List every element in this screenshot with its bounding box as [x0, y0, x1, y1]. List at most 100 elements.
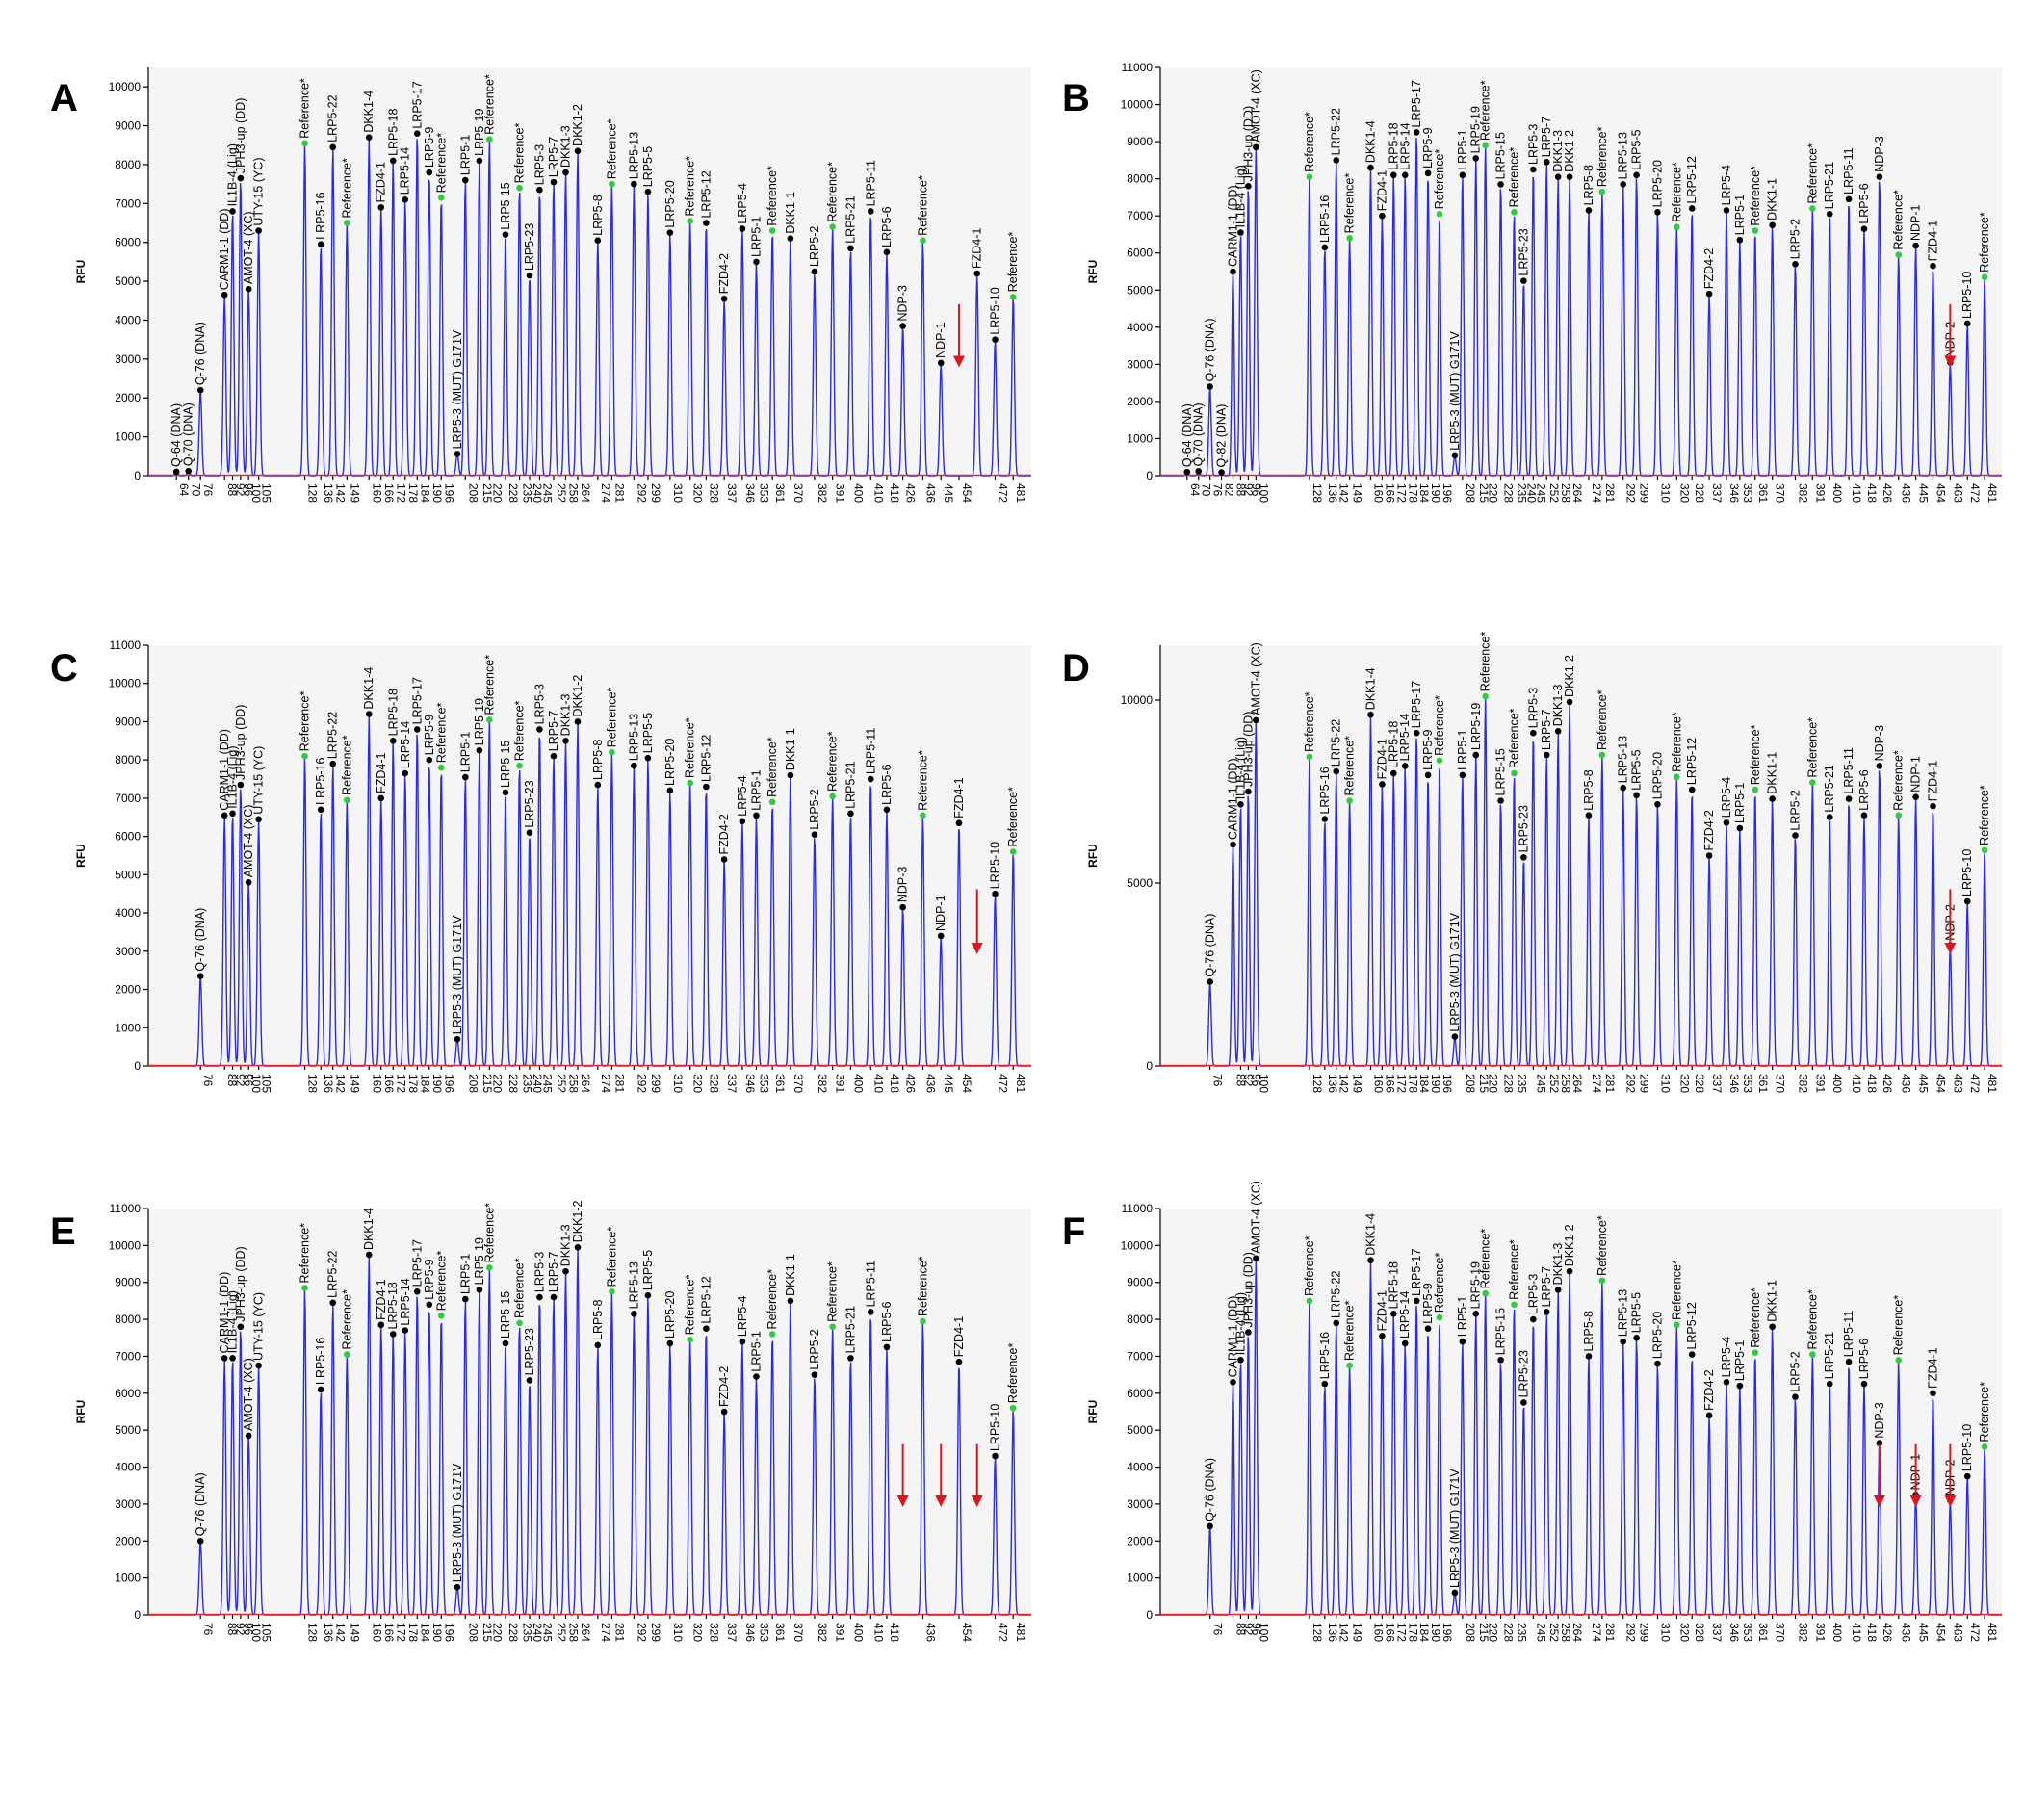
electropherogram-panel-e: E RFU 0 1000 2000 3000 4000 5000 6000 7000 8000 90…: [50, 1199, 1039, 1690]
peak-marker: [365, 1251, 373, 1259]
peak-label: Reference*: [1507, 147, 1520, 208]
peak-marker: [536, 186, 543, 194]
peak-label: Reference*: [1670, 712, 1683, 772]
peak-label: LRP5-10: [1960, 1424, 1974, 1471]
x-tick-label-c: 426: [904, 1074, 918, 1093]
x-tick-label-b: 82: [1223, 483, 1236, 497]
peak-marker: [992, 1452, 999, 1460]
peak-marker: [1424, 169, 1432, 177]
peak-label: NDP-1: [934, 322, 947, 358]
peak-label: LRP5-14: [399, 721, 412, 768]
peak-marker: [389, 1331, 397, 1338]
peak-marker: [847, 810, 854, 818]
peak-label: Reference*: [765, 1269, 779, 1330]
x-tick-label-a: 426: [904, 483, 918, 503]
x-tick-label-f: 391: [1813, 1623, 1827, 1642]
peak-label: LRP5-9: [423, 1259, 436, 1299]
x-tick-label-e: 235: [521, 1623, 534, 1642]
peak-label: Q-82 (DNA): [1215, 404, 1229, 468]
peak-marker: [753, 1373, 760, 1380]
peak-marker: [229, 1355, 236, 1362]
peak-marker: [413, 130, 421, 137]
x-tick-label-b: 252: [1547, 483, 1561, 503]
peak-label: LRP5-6: [1857, 769, 1871, 810]
x-tick-label-b: 292: [1624, 483, 1638, 503]
peak-marker: [1688, 205, 1696, 212]
x-tick-label-d: 258: [1559, 1074, 1572, 1093]
x-tick-label-a: 418: [888, 483, 901, 503]
peak-label: DKK1-2: [1563, 1224, 1576, 1266]
chart-svg-f: RFU 0 1000 2000 3000 4000 5000 6000 7000 8000 9000…: [1086, 1181, 2002, 1642]
peak-marker: [1845, 795, 1853, 802]
peak-marker: [1321, 1380, 1329, 1388]
peak-label: Q-70 (DNA): [182, 403, 195, 466]
peak-label: NDP-3: [896, 285, 910, 322]
peak-marker: [1207, 1522, 1213, 1530]
x-tick-label-f: 328: [1693, 1623, 1706, 1642]
y-tick-label-d: 5000: [1127, 876, 1153, 890]
x-tick-label-d: 346: [1727, 1074, 1741, 1093]
peak-marker: [1497, 1356, 1504, 1364]
peak-label: LRP5-12: [699, 735, 713, 782]
peak-marker: [1520, 277, 1527, 284]
peak-marker: [574, 718, 582, 725]
peak-label: LRP5-5: [641, 713, 655, 753]
y-tick-label-a: 4000: [115, 313, 141, 326]
x-tick-label-e: 391: [834, 1623, 847, 1642]
panel-letter-d: D: [1062, 647, 1090, 689]
peak-label: NDP-3: [896, 867, 910, 903]
x-tick-label-c: 281: [612, 1074, 626, 1093]
x-tick-label-a: 274: [599, 483, 612, 503]
x-tick-label-c: 190: [430, 1074, 444, 1093]
peak-marker: [377, 204, 385, 211]
x-tick-label-e: 410: [871, 1623, 885, 1642]
peak-label: LRP5-15: [1494, 132, 1508, 179]
peak-label: LRP5-15: [1494, 1308, 1508, 1355]
y-axis-label-a: RFU: [74, 260, 88, 284]
x-tick-label-e: 100: [249, 1623, 263, 1642]
y-tick-label-b: 9000: [1127, 135, 1153, 148]
x-tick-label-b: 136: [1326, 483, 1339, 503]
x-tick-label-c: 252: [555, 1074, 568, 1093]
x-tick-label-e: 418: [888, 1623, 901, 1642]
peak-marker: [1895, 1356, 1903, 1364]
peak-label: DKK1-2: [571, 104, 584, 146]
x-tick-label-f: 166: [1383, 1623, 1396, 1642]
peak-label: UTY-15 (YC): [252, 746, 266, 815]
x-tick-label-c: 142: [334, 1074, 348, 1093]
y-tick-label-b: 2000: [1127, 395, 1153, 408]
peak-label: Reference*: [1892, 1295, 1906, 1356]
y-tick-label-c: 7000: [115, 792, 141, 805]
peak-marker: [536, 726, 543, 733]
peak-label: UTY-15 (YC): [252, 158, 266, 226]
peak-marker: [1230, 268, 1236, 275]
peak-marker: [574, 1243, 582, 1251]
peak-label: Reference*: [605, 118, 618, 179]
peak-label: Reference*: [826, 1261, 840, 1322]
peak-label: LRP5-21: [1823, 1332, 1836, 1379]
peak-marker: [1451, 452, 1459, 459]
peak-label: LRP5-16: [314, 757, 327, 804]
peak-marker: [1633, 171, 1640, 179]
peak-label: LRP5-19: [1469, 703, 1483, 750]
x-tick-label-f: 481: [1985, 1623, 1999, 1642]
peak-label: LRP5-3 (MUT) G171V: [1448, 1469, 1462, 1588]
peak-marker: [811, 268, 818, 275]
x-tick-label-f: 92: [1241, 1623, 1255, 1636]
x-tick-label-e: 76: [201, 1623, 215, 1636]
peak-label: LRP5-12: [699, 1276, 713, 1323]
peak-marker: [1705, 290, 1713, 298]
peak-marker: [787, 771, 794, 779]
peak-marker: [666, 229, 674, 236]
x-tick-label-c: 166: [382, 1074, 396, 1093]
electropherogram-panel-d: D RFU 0 5000 10000 76 88 92 96 100 128 136 142 149 16…: [1062, 632, 2010, 1141]
peak-label: Q-76 (DNA): [1204, 319, 1217, 382]
peak-marker: [955, 819, 963, 827]
peak-marker: [768, 227, 776, 234]
y-tick-label-c: 6000: [115, 830, 141, 844]
peak-label: Q-76 (DNA): [194, 322, 207, 385]
peak-label: LRP5-20: [663, 739, 677, 786]
peak-marker: [1195, 468, 1203, 475]
x-tick-label-c: 245: [540, 1074, 554, 1093]
peak-marker: [413, 1288, 421, 1295]
